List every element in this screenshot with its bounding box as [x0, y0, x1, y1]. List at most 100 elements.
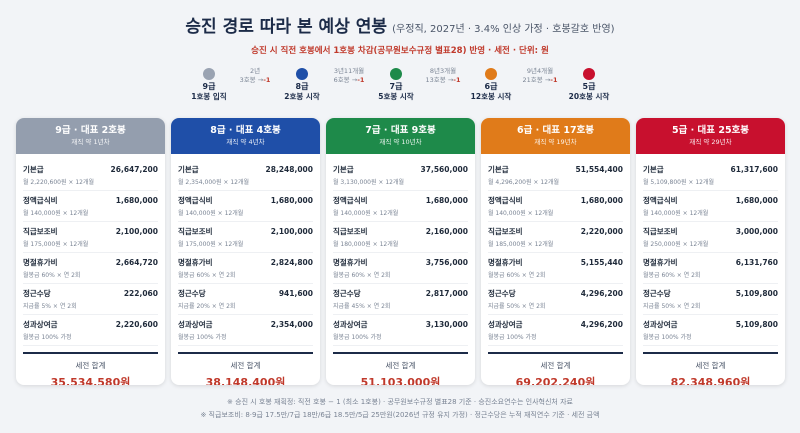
- salary-row: 명절휴가비 6,131,760 월봉급 60% × 연 2회: [643, 253, 778, 284]
- salary-row: 정액급식비 1,680,000 월 140,000원 × 12개월: [23, 191, 158, 222]
- salary-row: 직급보조비 3,000,000 월 250,000원 × 12개월: [643, 222, 778, 253]
- card-tenure: 재직 약 10년차: [379, 138, 422, 146]
- salary-card-grade6: 6급 · 대표 17호봉 재직 약 19년차 기본급 51,554,400 월 4,…: [481, 118, 630, 385]
- row-note: 월봉급 60% × 연 2회: [178, 272, 236, 279]
- row-value: 2,824,800: [270, 258, 313, 267]
- row-name: 직급보조비: [333, 227, 368, 236]
- row-name: 정근수당: [643, 289, 671, 298]
- row-value: 1,680,000: [270, 196, 313, 205]
- footnote-1: ※ 승진 시 호봉 재획정: 직전 호봉 − 1 (최소 1호봉) · 공무원보…: [227, 398, 573, 406]
- row-note: 월봉급 100% 가정: [333, 334, 382, 341]
- total-value: 51,103,000원: [360, 376, 441, 385]
- timeline-grade: 6급: [484, 82, 498, 91]
- salary-row: 정액급식비 1,680,000 월 140,000원 × 12개월: [178, 191, 313, 222]
- card-rows: 기본급 61,317,600 월 5,109,800원 × 12개월 정액급식비 1,6…: [636, 154, 785, 346]
- card-rows: 기본급 28,248,000 월 2,354,000원 × 12개월 정액급식비 1,6…: [171, 154, 320, 346]
- salary-row: 명절휴가비 2,824,800 월봉급 60% × 연 2회: [178, 253, 313, 284]
- gap-years: 3년11개월: [333, 67, 365, 75]
- timeline-dot-icon: [485, 68, 497, 80]
- salary-row: 성과상여금 2,354,000 월봉급 100% 가정: [178, 315, 313, 346]
- title-sub: (우정직, 2027년 · 3.4% 인상 가정 · 호봉갈호 반영): [392, 24, 615, 35]
- timeline-dot-icon: [296, 68, 308, 80]
- row-value: 2,220,600: [115, 320, 158, 329]
- timeline-grade: 9급: [202, 82, 216, 91]
- salary-row: 정액급식비 1,680,000 월 140,000원 × 12개월: [643, 191, 778, 222]
- timeline-gap: 3년11개월 6호봉 →-1: [309, 67, 389, 85]
- row-name: 정액급식비: [333, 196, 368, 205]
- salary-row: 기본급 51,554,400 월 4,296,200원 × 12개월: [488, 160, 623, 191]
- row-note: 월 2,354,000원 × 12개월: [178, 179, 250, 186]
- row-value: 3,130,000: [425, 320, 468, 329]
- row-name: 기본급: [488, 165, 509, 174]
- row-note: 월 175,000원 × 12개월: [23, 241, 89, 248]
- row-name: 성과상여금: [643, 320, 678, 329]
- gap-transition: 6호봉 →-1: [333, 76, 365, 84]
- row-note: 월봉급 100% 가정: [643, 334, 692, 341]
- row-value: 1,680,000: [115, 196, 158, 205]
- gap-delta: -1: [453, 76, 461, 84]
- row-value: 1,680,000: [735, 196, 778, 205]
- row-note: 월 5,109,800원 × 12개월: [643, 179, 715, 186]
- total-value: 38,148,400원: [205, 376, 286, 385]
- timeline-caption: 5호봉 시작: [378, 92, 414, 101]
- total-divider: [23, 352, 158, 354]
- card-title: 6급 · 대표 17호봉: [516, 125, 595, 136]
- salary-card-grade7: 7급 · 대표 9호봉 재직 약 10년차 기본급 37,560,000 월 3,1…: [326, 118, 475, 385]
- timeline-grade: 5급: [582, 82, 596, 91]
- salary-row: 정근수당 222,060 지급률 5% × 연 2회: [23, 284, 158, 315]
- salary-row: 기본급 37,560,000 월 3,130,000원 × 12개월: [333, 160, 468, 191]
- row-value: 1,680,000: [425, 196, 468, 205]
- timeline-caption: 2호봉 시작: [284, 92, 320, 101]
- salary-row: 정근수당 4,296,200 지급률 50% × 연 2회: [488, 284, 623, 315]
- total-divider: [488, 352, 623, 354]
- total-value: 35,534,580원: [50, 376, 131, 385]
- row-value: 37,560,000: [420, 165, 468, 174]
- row-value: 222,060: [123, 289, 158, 298]
- total-value: 82,348,960원: [670, 376, 751, 385]
- page-title: 승진 경로 따라 본 예상 연봉 (우정직, 2027년 · 3.4% 인상 가…: [0, 12, 800, 37]
- row-note: 월봉급 100% 가정: [23, 334, 72, 341]
- salary-card-grade9: 9급 · 대표 2호봉 재직 약 1년차 기본급 26,647,200 월 2,22…: [16, 118, 165, 385]
- row-value: 3,756,000: [425, 258, 468, 267]
- total-label: 세전 합계: [75, 361, 106, 370]
- row-name: 정액급식비: [643, 196, 678, 205]
- row-value: 5,155,440: [580, 258, 623, 267]
- row-name: 정근수당: [23, 289, 51, 298]
- row-note: 지급률 20% × 연 2회: [178, 303, 236, 310]
- row-name: 기본급: [643, 165, 664, 174]
- row-name: 기본급: [23, 165, 44, 174]
- salary-row: 직급보조비 2,100,000 월 175,000원 × 12개월: [178, 222, 313, 253]
- row-value: 941,600: [278, 289, 313, 298]
- timeline-caption: 20호봉 시작: [568, 92, 610, 101]
- timeline-dot-icon: [390, 68, 402, 80]
- salary-row: 정근수당 941,600 지급률 20% × 연 2회: [178, 284, 313, 315]
- card-header: 5급 · 대표 25호봉 재직 약 29년차: [636, 118, 785, 154]
- card-rows: 기본급 26,647,200 월 2,220,600원 × 12개월 정액급식비 1,6…: [16, 154, 165, 346]
- row-note: 월 2,220,600원 × 12개월: [23, 179, 95, 186]
- row-note: 지급률 50% × 연 2회: [488, 303, 546, 310]
- gap-transition: 21호봉 →-1: [522, 76, 558, 84]
- row-value: 2,354,000: [270, 320, 313, 329]
- row-value: 1,680,000: [580, 196, 623, 205]
- row-note: 지급률 45% × 연 2회: [333, 303, 391, 310]
- row-name: 명절휴가비: [643, 258, 678, 267]
- title-main: 승진 경로 따라 본 예상 연봉: [185, 17, 388, 37]
- salary-row: 직급보조비 2,160,000 월 180,000원 × 12개월: [333, 222, 468, 253]
- row-value: 4,296,200: [580, 289, 623, 298]
- timeline-caption: 1호봉 입직: [191, 92, 227, 101]
- salary-row: 성과상여금 5,109,800 월봉급 100% 가정: [643, 315, 778, 346]
- salary-row: 명절휴가비 3,756,000 월봉급 60% × 연 2회: [333, 253, 468, 284]
- card-header: 7급 · 대표 9호봉 재직 약 10년차: [326, 118, 475, 154]
- salary-row: 기본급 28,248,000 월 2,354,000원 × 12개월: [178, 160, 313, 191]
- total-label: 세전 합계: [385, 361, 416, 370]
- row-name: 명절휴가비: [488, 258, 523, 267]
- row-note: 월 140,000원 × 12개월: [643, 210, 709, 217]
- row-name: 직급보조비: [643, 227, 678, 236]
- total-divider: [178, 352, 313, 354]
- card-header: 6급 · 대표 17호봉 재직 약 19년차: [481, 118, 630, 154]
- total-divider: [643, 352, 778, 354]
- row-name: 성과상여금: [178, 320, 213, 329]
- row-value: 28,248,000: [265, 165, 313, 174]
- gap-delta: -1: [263, 76, 271, 84]
